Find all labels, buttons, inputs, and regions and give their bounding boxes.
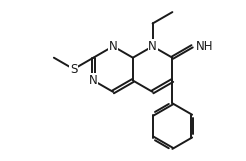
Text: N: N: [109, 40, 118, 53]
Text: S: S: [70, 63, 77, 76]
Text: N: N: [148, 40, 157, 53]
Text: N: N: [89, 74, 98, 87]
Text: NH: NH: [196, 40, 213, 53]
